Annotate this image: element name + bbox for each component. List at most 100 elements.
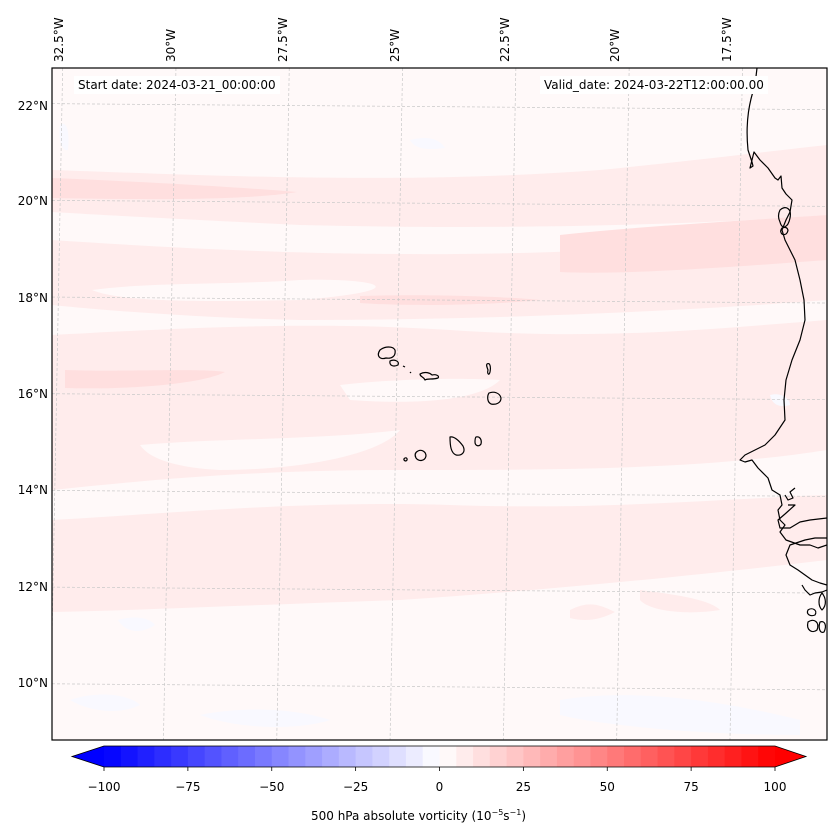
vorticity-contour (52, 178, 297, 200)
colorbar-tick-label: 100 (763, 780, 787, 794)
colorbar-segment (405, 746, 424, 767)
colorbar-tick-label: −50 (259, 780, 285, 794)
colorbar-segment (187, 746, 206, 767)
parallel-line (52, 683, 827, 691)
vorticity-contour (200, 709, 330, 727)
colorbar-segment (305, 746, 323, 767)
longitude-tick-label: 17.5°W (720, 17, 734, 62)
african-coastline (818, 592, 826, 611)
latitude-tick-label: 20°N (17, 194, 48, 208)
meridian-line (616, 68, 630, 740)
colorbar-segment (372, 746, 390, 767)
map-frame (51, 67, 828, 741)
african-coastline (777, 504, 827, 529)
latitude-tick-label: 10°N (17, 676, 48, 690)
colorbar-tick-label: 50 (599, 780, 615, 794)
meridian-line (729, 68, 743, 740)
latitude-tick-label: 14°N (17, 483, 48, 497)
african-coastline (807, 619, 819, 633)
colorbar-segment (154, 746, 172, 767)
meridian-line (163, 68, 177, 740)
african-coastline (801, 584, 827, 596)
longitude-tick-label: 27.5°W (276, 17, 290, 62)
vorticity-contour (140, 430, 400, 470)
african-coastline (780, 226, 789, 236)
longitude-tick-label: 25°W (388, 28, 402, 62)
colorbar-segment (624, 746, 642, 767)
colorbar-segment (439, 746, 457, 767)
colorbar-segment (355, 746, 373, 767)
colorbar-tick-label: −75 (175, 780, 201, 794)
parallel-line (52, 490, 827, 497)
colorbar-label: 500 hPa absolute vorticity (10−5s−1) (310, 808, 527, 823)
colorbar-segment (691, 746, 709, 767)
vorticity-contour (600, 320, 827, 390)
parallel-line (52, 296, 827, 304)
start-date-label: Start date: 2024-03-21_00:00:00 (74, 76, 280, 94)
latitude-tick-label: 12°N (17, 580, 48, 594)
parallel-line (52, 200, 827, 207)
colorbar-segment (674, 746, 692, 767)
colorbar-segment (137, 746, 155, 767)
longitude-tick-label: 32.5°W (52, 17, 66, 62)
colorbar-segment (540, 746, 558, 767)
colorbar-segment (758, 746, 776, 767)
colorbar-segment (171, 746, 189, 767)
colorbar-extend-low (72, 746, 104, 767)
cape-verde-island (377, 346, 396, 360)
african-coastline (785, 537, 827, 586)
latitude-tick-label: 18°N (17, 291, 48, 305)
colorbar-segment (238, 746, 256, 767)
colorbar-segment (489, 746, 508, 767)
vorticity-contour (640, 590, 720, 613)
graticule (52, 68, 827, 740)
colorbar-segment (556, 746, 575, 767)
vorticity-contour (560, 695, 800, 735)
cape-verde-island (414, 449, 427, 462)
colorbar-segment (640, 746, 659, 767)
colorbar-segment (288, 746, 306, 767)
parallel-line (52, 393, 827, 401)
colorbar-segment (204, 746, 222, 767)
cape-verde-island (487, 391, 502, 405)
colorbar-tick-label: 25 (515, 780, 532, 794)
african-coastline (806, 608, 817, 617)
african-coastline (818, 621, 826, 633)
vorticity-contour (360, 295, 540, 305)
meridian-line (389, 68, 403, 740)
colorbar-tick-label: 75 (683, 780, 699, 794)
longitude-tick-label: 30°W (164, 28, 178, 62)
colorbar-segment (120, 746, 139, 767)
colorbar-segment (422, 746, 440, 767)
parallel-line (52, 586, 827, 594)
cape-verde-island (449, 436, 465, 456)
cape-verde-island (485, 362, 491, 375)
vorticity-contour (92, 279, 376, 301)
vorticity-contour (52, 145, 827, 227)
meridian-line (276, 68, 290, 740)
colorbar-segment (573, 746, 591, 767)
valid-date-label: Valid_date: 2024-03-22T12:00:00.00 (540, 76, 768, 94)
longitude-tick-label: 20°W (608, 28, 622, 62)
longitude-tick-label: 22.5°W (498, 17, 512, 62)
vorticity-contour (70, 694, 140, 712)
vorticity-contour (340, 378, 500, 402)
colorbar-segment (389, 746, 407, 767)
vorticity-contour (560, 215, 827, 273)
cape-verde-island (419, 371, 440, 381)
colorbar-tick-label: 0 (435, 780, 444, 794)
cape-verde-island (389, 359, 399, 367)
colorbar-segment (523, 746, 541, 767)
colorbar-extend-high (775, 746, 806, 767)
colorbar-segment (657, 746, 675, 767)
colorbar-segment (506, 746, 524, 767)
colorbar-tick-label: −100 (87, 780, 121, 794)
colorbar-segment (473, 746, 491, 767)
cape-verde-island (409, 371, 412, 374)
colorbar-segment (607, 746, 625, 767)
parallel-line (52, 103, 827, 111)
cape-verde-island (474, 436, 482, 447)
colorbar-segment (254, 746, 273, 767)
cape-verde-island (403, 457, 408, 462)
colorbar-segment (741, 746, 759, 767)
